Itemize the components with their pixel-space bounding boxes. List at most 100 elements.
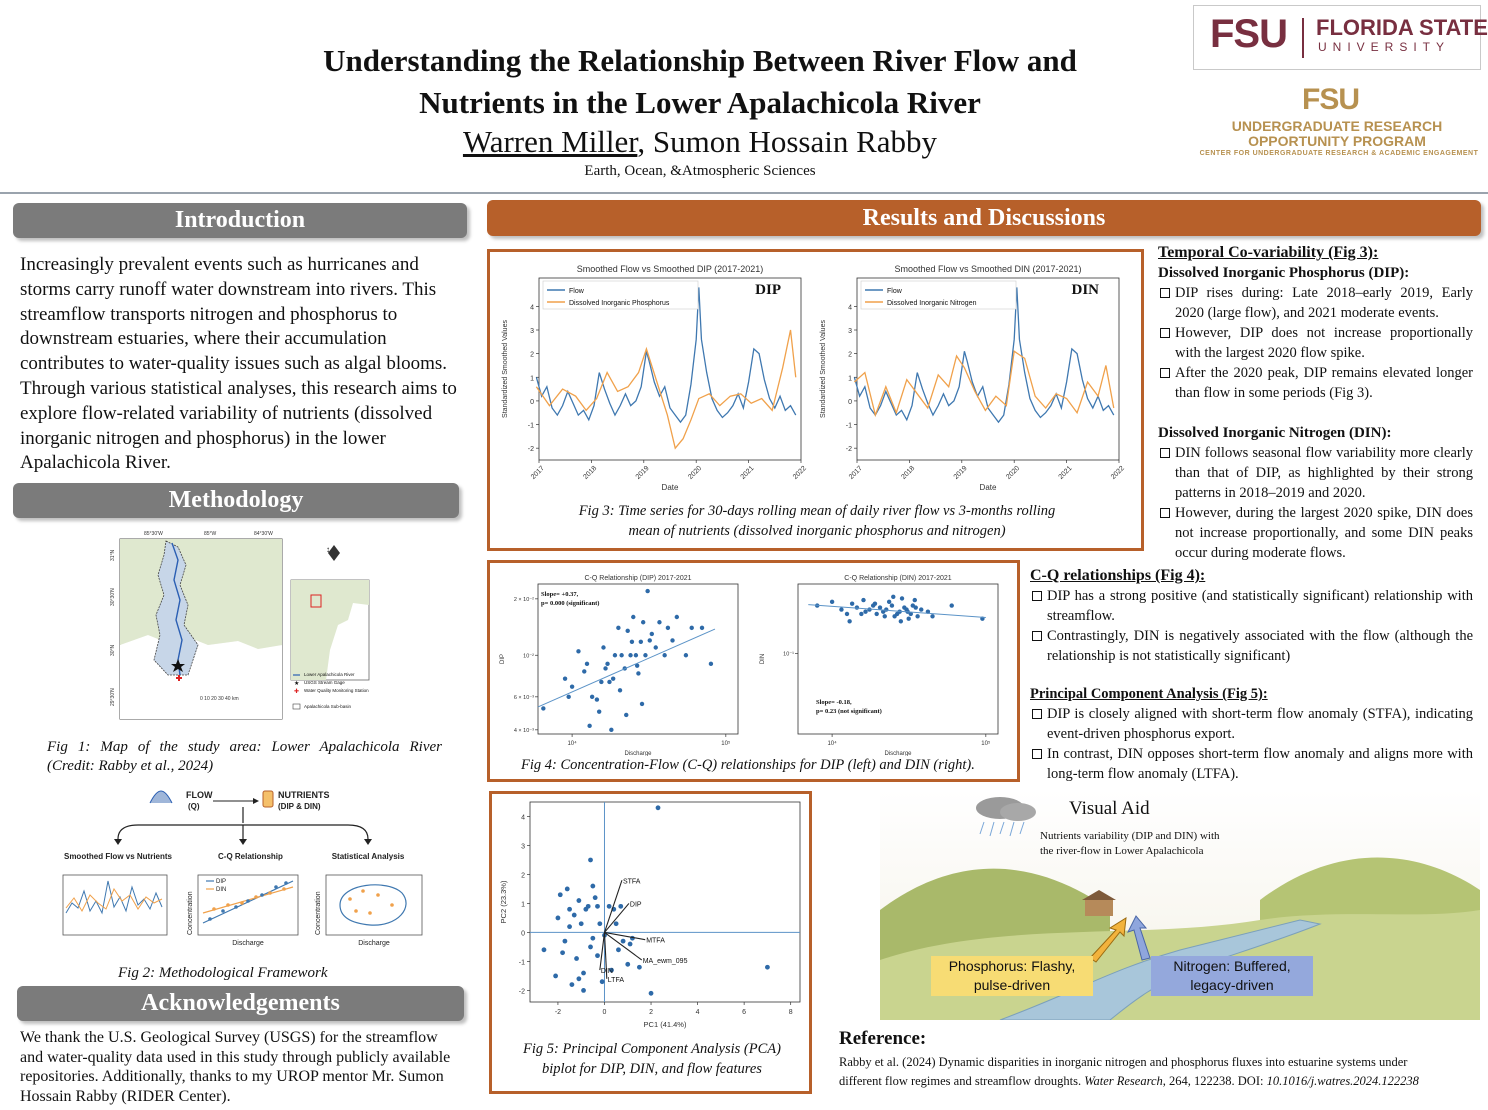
farmhouse-icon: [1085, 900, 1113, 916]
visual-aid-title: Visual Aid: [1069, 798, 1150, 819]
trend-line: [537, 628, 716, 708]
panel2-title: C-Q Relationship: [218, 852, 283, 861]
pca-point: [599, 979, 605, 985]
pca-point: [541, 947, 547, 953]
scatter-point: [566, 694, 571, 700]
map-lon-label: 85°W: [204, 531, 217, 537]
rain-cloud-icon-2: [1000, 803, 1036, 821]
series-line-nutrient: [853, 350, 1115, 418]
y-tick-label: 4: [521, 814, 525, 821]
scatter-point: [625, 628, 630, 634]
fig4-dip-cq-scatter: C-Q Relationship (DIP) 2017-2021 10⁴ 10⁵ 4 …: [500, 575, 739, 756]
map-scale-bar: 0 10 20 30 40 km: [200, 696, 239, 702]
scatter-point: [636, 671, 641, 676]
panel2-frame: [197, 874, 299, 936]
fsu-logo-name: FLORIDA STATE: [1316, 15, 1488, 40]
panel1-flow-line: [65, 880, 163, 915]
cq-section: C-Q relationships (Fig 4): DIP has a str…: [1030, 566, 1473, 784]
header-divider: [0, 192, 1488, 194]
scatter-point: [594, 697, 600, 702]
phosphorus-label-line2: pulse-driven: [973, 977, 1051, 993]
pca-point: [581, 970, 586, 976]
series-line-nutrient: [535, 329, 797, 450]
cq-bullet: DIP has a strong positive (and statistic…: [1030, 586, 1473, 626]
scatter-point: [633, 653, 639, 658]
framework-nutrients-label: NUTRIENTS: [278, 790, 330, 800]
scatter-point: [847, 619, 852, 624]
scatter-point: [643, 653, 648, 658]
scatter-point: [619, 653, 624, 658]
lower-apalachicola-river: [171, 542, 183, 676]
cq-bullet: Contrastingly, DIN is negatively associa…: [1030, 626, 1473, 666]
pca-point: [606, 903, 612, 909]
x-tick-label: 10⁵: [981, 740, 991, 747]
nitrogen-label-line2: legacy-driven: [1190, 977, 1274, 993]
scatter-point: [670, 638, 675, 643]
pca-point: [571, 912, 577, 918]
pca-point: [560, 950, 565, 956]
y-tick-label: 2: [848, 352, 852, 359]
fig2-caption: Fig 2: Methodological Framework: [118, 965, 328, 981]
annotation-p-value: p= 0.000 (significant): [541, 600, 599, 607]
department: Earth, Ocean, &Atmospheric Sciences: [584, 163, 816, 179]
pca-point: [627, 941, 633, 947]
x-tick-label: 6: [742, 1009, 746, 1016]
scatter-point: [829, 599, 835, 605]
pca-heading: Principal Component Analysis (Fig 5):: [1030, 686, 1268, 702]
framework-arrowheads: [114, 839, 372, 845]
legend-box: [860, 280, 1017, 310]
phosphorus-label-line1: Phosphorus: Flashy,: [948, 958, 1076, 974]
loading-label: LTFA: [608, 977, 625, 984]
urop-line-1: UNDERGRADUATE RESEARCH: [1231, 118, 1443, 134]
chart-title: Smoothed Flow vs Smoothed DIN (2017-2021…: [894, 264, 1081, 274]
fig3-caption: Fig 3: Time series for 30-days rolling m…: [497, 502, 1137, 541]
panel3-ylabel: Concentration: [315, 891, 322, 935]
scatter-point: [683, 653, 689, 658]
scatter-point: [839, 607, 844, 612]
nitrogen-arrow-icon: [1127, 915, 1151, 961]
legend-entry: Flow: [569, 288, 585, 295]
fsu-logo-university: UNIVERSITY: [1318, 40, 1451, 54]
scatter-point: [708, 661, 714, 667]
series-line-flow: [853, 287, 1115, 424]
scatter-point: [576, 649, 581, 654]
scatter-point: [596, 709, 602, 714]
water-quality-station-icon-v: [178, 675, 180, 681]
din-heading: Dissolved Inorganic Nitrogen (DIN):: [1158, 425, 1392, 441]
annotation-slope: Slope= -0.18,: [816, 699, 852, 706]
y-tick-label: 4: [848, 304, 852, 311]
pca-point: [588, 944, 593, 950]
x-tick-label: 2: [649, 1009, 653, 1016]
pca-point: [636, 964, 642, 970]
scatter-point: [913, 605, 918, 610]
scatter-point: [884, 607, 889, 612]
pca-point: [576, 976, 582, 982]
x-tick-label: 2022: [1110, 465, 1126, 481]
pca-point: [567, 906, 572, 912]
scatter-point: [562, 676, 568, 681]
y-tick-label: 3: [848, 328, 852, 335]
fig4-caption: Fig 4: Concentration-Flow (C-Q) relation…: [521, 757, 975, 773]
y-tick-label: 4 × 10⁻³: [514, 728, 534, 734]
dip-bullet: DIP rises during: Late 2018–early 2019, …: [1158, 283, 1473, 323]
x-tick-label: 2017: [530, 465, 546, 481]
pca-point: [567, 924, 572, 930]
scatter-point: [653, 645, 658, 650]
scatter-point: [872, 601, 878, 606]
legend-star-icon: ★: [294, 680, 299, 687]
scatter-point: [886, 599, 892, 605]
title-line-1: Understanding the Relationship Between R…: [323, 43, 1077, 78]
acknowledgements-text: We thank the U.S. Geological Survey (USG…: [20, 1029, 451, 1105]
scatter-point: [638, 639, 644, 644]
scatter-point: [859, 611, 864, 617]
temporal-covariability-section: Temporal Co-variability (Fig 3): Dissolv…: [1158, 243, 1473, 563]
y-tick-label: 3: [530, 328, 534, 335]
panel3-title: Statistical Analysis: [332, 852, 405, 861]
dip-heading: Dissolved Inorganic Phosphorus (DIP):: [1158, 265, 1410, 281]
scatter-point: [605, 661, 610, 667]
dip-bullet: However, DIP does not increase proportio…: [1158, 323, 1473, 363]
scatter-point: [631, 614, 636, 620]
x-tick-label: 0: [603, 1009, 607, 1016]
scatter-point: [617, 688, 623, 693]
panel3-points: [348, 889, 394, 915]
